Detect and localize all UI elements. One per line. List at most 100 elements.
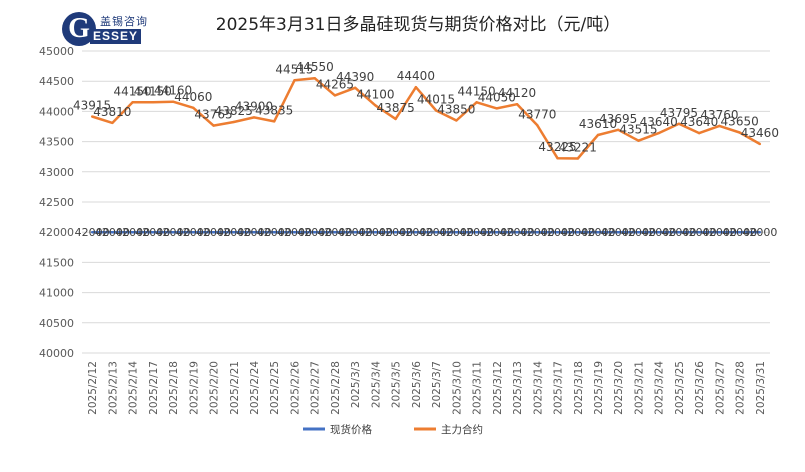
- x-tick-label: 2025/3/28: [735, 361, 747, 415]
- data-point: [293, 231, 296, 234]
- data-label: 44390: [336, 70, 374, 84]
- data-label: 43640: [680, 115, 718, 129]
- data-label: 42000: [257, 226, 292, 239]
- data-point: [273, 120, 276, 123]
- data-label: 43695: [599, 112, 637, 126]
- data-point: [171, 100, 175, 103]
- data-point: [212, 231, 215, 234]
- x-tick-label: 2025/2/20: [209, 361, 221, 415]
- x-tick-label: 2025/2/14: [128, 361, 140, 415]
- y-tick-label: 40500: [39, 317, 74, 330]
- data-point: [697, 231, 701, 234]
- data-label: 43765: [194, 108, 232, 122]
- data-label: 42000: [581, 226, 616, 239]
- data-label: 43650: [721, 115, 759, 129]
- x-tick-label: 2025/3/25: [674, 361, 686, 415]
- data-label: 43825: [215, 104, 253, 118]
- data-label: 43760: [700, 108, 738, 122]
- data-point: [617, 128, 620, 132]
- x-tick-label: 2025/3/14: [532, 361, 544, 415]
- data-label: 44050: [478, 90, 516, 104]
- data-label: 42000: [459, 226, 494, 239]
- data-label: 42000: [297, 226, 332, 239]
- data-point: [758, 142, 762, 146]
- data-point: [738, 131, 741, 134]
- data-point: [596, 231, 600, 234]
- y-tick-label: 41500: [39, 256, 74, 269]
- y-tick-label: 42000: [39, 226, 74, 239]
- x-tick-label: 2025/2/24: [249, 361, 261, 415]
- data-label: 42000: [560, 226, 595, 239]
- data-label: 42000: [621, 226, 656, 239]
- data-label: 44265: [316, 77, 354, 91]
- data-point: [657, 231, 660, 234]
- data-label: 42000: [641, 226, 676, 239]
- data-point: [353, 86, 357, 90]
- data-label: 44060: [174, 90, 212, 104]
- x-tick-label: 2025/2/21: [229, 361, 241, 415]
- data-label: 43225: [538, 140, 576, 154]
- data-point: [576, 157, 579, 160]
- x-tick-label: 2025/3/27: [714, 361, 726, 415]
- y-tick-label: 44000: [39, 105, 74, 118]
- data-label: 42000: [317, 226, 352, 239]
- data-label: 42000: [479, 226, 514, 239]
- x-tick-label: 2025/3/20: [613, 361, 625, 415]
- data-point: [293, 79, 296, 82]
- data-point: [353, 231, 357, 234]
- y-tick-label: 43000: [39, 166, 74, 179]
- x-tick-label: 2025/2/26: [289, 361, 301, 415]
- data-point: [455, 119, 458, 122]
- data-point: [111, 231, 114, 234]
- y-tick-label: 44500: [39, 75, 74, 88]
- data-point: [637, 231, 640, 234]
- data-label: 44515: [275, 62, 313, 76]
- data-point: [434, 231, 438, 234]
- x-tick-label: 2025/3/31: [755, 361, 767, 415]
- x-tick-label: 2025/3/13: [512, 361, 524, 415]
- data-point: [738, 231, 741, 234]
- data-label: 43221: [559, 140, 597, 154]
- data-label: 43770: [518, 107, 556, 121]
- data-label: 42000: [520, 226, 555, 239]
- data-label: 42000: [75, 226, 110, 239]
- data-label: 44015: [417, 92, 455, 106]
- y-tick-label: 42500: [39, 196, 74, 209]
- data-label: 42000: [156, 226, 191, 239]
- data-point: [151, 101, 155, 104]
- data-label: 42000: [95, 226, 130, 239]
- data-label: 42000: [398, 226, 433, 239]
- data-point: [677, 231, 681, 234]
- data-point: [90, 231, 94, 234]
- x-tick-label: 2025/3/11: [472, 361, 484, 415]
- data-point: [718, 231, 721, 234]
- chart-title: 2025年3月31日多晶硅现货与期货价格对比（元/吨）: [216, 15, 620, 35]
- data-point: [212, 124, 215, 127]
- x-tick-label: 2025/3/12: [492, 361, 504, 415]
- data-point: [333, 94, 337, 97]
- data-label: 42000: [742, 226, 777, 239]
- data-label: 43515: [619, 123, 657, 137]
- data-label: 43835: [255, 103, 293, 117]
- data-point: [333, 231, 337, 234]
- data-point: [151, 231, 155, 234]
- data-point: [394, 117, 397, 121]
- data-label: 42000: [338, 226, 373, 239]
- data-point: [374, 231, 377, 234]
- data-point: [475, 231, 478, 234]
- data-labels: 4200042000420004200042000420004200042000…: [73, 60, 779, 239]
- data-point: [536, 231, 539, 234]
- data-label: 42000: [661, 226, 696, 239]
- x-tick-label: 2025/2/25: [269, 361, 281, 415]
- data-label: 44100: [356, 87, 394, 101]
- data-label: 43915: [73, 99, 111, 113]
- data-point: [495, 107, 499, 110]
- data-point: [171, 231, 175, 234]
- data-point: [313, 76, 316, 80]
- data-point: [515, 231, 519, 234]
- data-label: 43640: [640, 115, 678, 129]
- data-point: [313, 231, 316, 234]
- data-point: [475, 101, 478, 104]
- data-label: 42000: [237, 226, 272, 239]
